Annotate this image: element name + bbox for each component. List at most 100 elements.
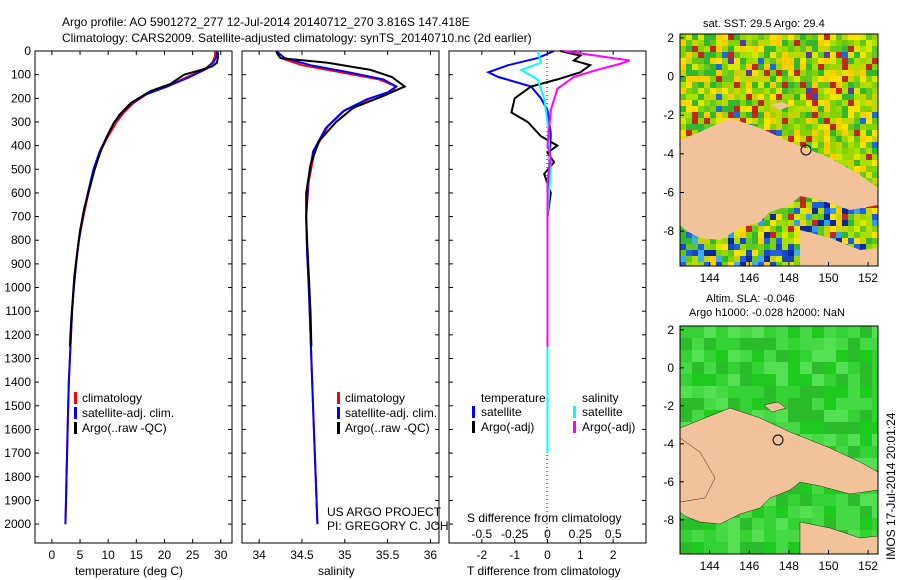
sst-cell (800, 226, 806, 232)
sla-cell (776, 410, 788, 422)
sst-cell (764, 100, 770, 106)
sla-cell (860, 506, 872, 518)
sst-cell (710, 262, 716, 266)
sst-cell (770, 70, 776, 76)
sst-cell (740, 250, 746, 256)
sst-cell (788, 88, 794, 94)
sla-cell (872, 506, 878, 518)
argo-location-marker (800, 144, 812, 156)
sst-cell (692, 70, 698, 76)
salinity-x-axis: 34 34.5 35 35.5 36 (252, 51, 437, 562)
sst-cell (806, 64, 812, 70)
sst-cell (710, 46, 716, 52)
sst-cell (740, 100, 746, 106)
sst-cell (746, 88, 752, 94)
sst-cell (776, 94, 782, 100)
sst-cell (734, 100, 740, 106)
sst-cell (848, 238, 854, 244)
sst-cell (872, 94, 878, 100)
sst-cell (866, 220, 872, 226)
sst-cell (722, 52, 728, 58)
sst-cell (734, 250, 740, 256)
sst-cell (746, 106, 752, 112)
sst-cell (758, 70, 764, 76)
sst-cell (782, 88, 788, 94)
sst-cell (692, 34, 698, 40)
sst-cell (800, 64, 806, 70)
sst-cell (866, 88, 872, 94)
sst-cell (854, 64, 860, 70)
sla-cell (764, 362, 776, 374)
sst-cell (872, 214, 878, 220)
sst-cell (860, 214, 866, 220)
sst-cell (848, 40, 854, 46)
series-line-argo-raw-qc- (68, 52, 219, 347)
sst-map-x-axis: 144 146 148 150 152 (700, 262, 878, 285)
sla-cell (812, 386, 824, 398)
temperature-axes-frame (34, 50, 233, 544)
sst-cell (758, 232, 764, 238)
sst-cell (752, 256, 758, 262)
sst-cell (746, 238, 752, 244)
sla-cell (800, 422, 812, 434)
sst-cell (872, 130, 878, 136)
sst-cell (830, 82, 836, 88)
sst-cell (704, 76, 710, 82)
difference-xlabel: T difference from climatology (467, 564, 621, 578)
sst-cell (866, 58, 872, 64)
sst-cell (680, 250, 686, 256)
sst-cell (716, 82, 722, 88)
sla-cell (704, 374, 716, 386)
sst-cell (806, 76, 812, 82)
sst-cell (710, 118, 716, 124)
sla-cell (860, 494, 872, 506)
sst-cell (866, 178, 872, 184)
sst-cell (692, 46, 698, 52)
sla-cell (764, 338, 776, 350)
sst-cell (854, 136, 860, 142)
legend-label-argo: Argo(..raw -QC) (345, 421, 430, 435)
sst-cell (866, 238, 872, 244)
sst-cell (872, 70, 878, 76)
temperature-y-axis: 0 100 200 300 400 500 600 700 800 900 1000 1100 1200… (4, 44, 232, 531)
sst-cell (710, 40, 716, 46)
temperature-panel: 0100200300400500600700800900100011001200… (4, 44, 233, 578)
sst-cell (680, 46, 686, 52)
sst-cell (842, 112, 848, 118)
sst-cell (722, 88, 728, 94)
sst-cell (854, 46, 860, 52)
sst-cell (860, 58, 866, 64)
sst-cell (824, 76, 830, 82)
sst-cell (866, 70, 872, 76)
sla-cell (812, 362, 824, 374)
sst-cell (854, 70, 860, 76)
y-tick-label: 2000 (4, 517, 31, 531)
sla-cell (836, 374, 848, 386)
sst-cell (842, 130, 848, 136)
legend-swatch-satellite-adj (74, 407, 77, 419)
sst-cell (806, 226, 812, 232)
temperature-xlabel: temperature (deg C) (75, 564, 183, 578)
sla-cell (716, 530, 728, 542)
sst-cell (842, 220, 848, 226)
x-tick-label: 20 (158, 548, 172, 562)
sst-cell (776, 52, 782, 58)
sst-cell (860, 64, 866, 70)
sst-cell (746, 226, 752, 232)
sst-cell (758, 88, 764, 94)
sst-cell (776, 70, 782, 76)
sst-cell (818, 148, 824, 154)
sst-cell (788, 130, 794, 136)
sst-cell (698, 76, 704, 82)
sla-cell (800, 362, 812, 374)
sst-cell (824, 52, 830, 58)
sst-cell (860, 100, 866, 106)
sst-cell (698, 34, 704, 40)
sst-cell (770, 124, 776, 130)
sst-cell (812, 214, 818, 220)
legend-label-satellite-adj: satellite-adj. clim. (345, 406, 437, 420)
sla-cell (800, 506, 812, 518)
sst-cell (710, 106, 716, 112)
sla-cell (836, 410, 848, 422)
sst-cell (836, 238, 842, 244)
